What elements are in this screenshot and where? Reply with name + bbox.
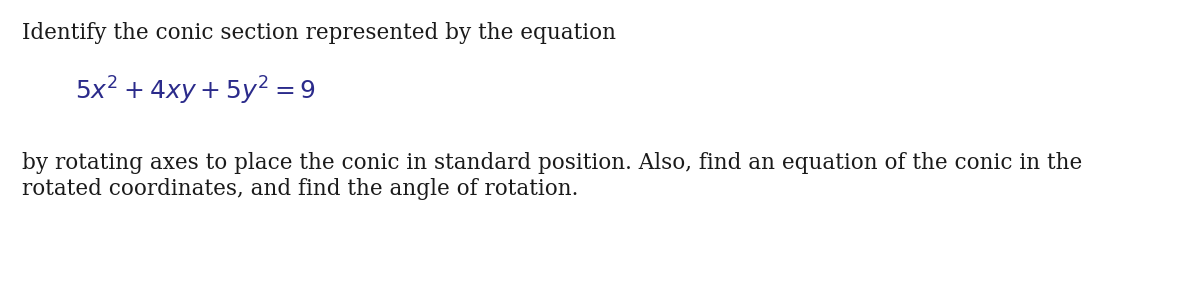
Text: Identify the conic section represented by the equation: Identify the conic section represented b… [22, 22, 616, 44]
Text: rotated coordinates, and find the angle of rotation.: rotated coordinates, and find the angle … [22, 178, 578, 200]
Text: by rotating axes to place the conic in standard position. Also, find an equation: by rotating axes to place the conic in s… [22, 152, 1082, 174]
Text: $5x^2 + 4xy + 5y^2 = 9$: $5x^2 + 4xy + 5y^2 = 9$ [74, 75, 316, 107]
